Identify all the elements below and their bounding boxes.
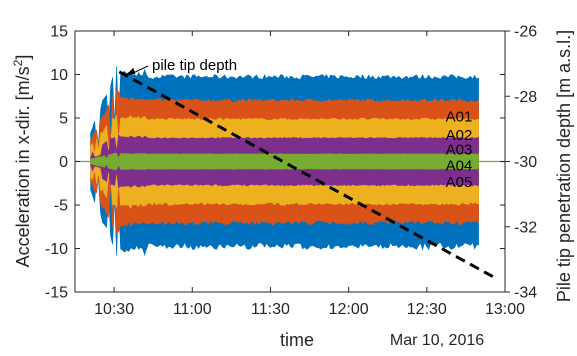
series-layer: [90, 66, 479, 256]
right-tick-label: -34: [514, 285, 537, 302]
right-axis: -26 -28 -30 -32 -34: [505, 24, 537, 302]
depth-line: [118, 70, 498, 281]
y-axis-label-right: Pile tip penetration depth [m a.s.l.]: [554, 30, 574, 302]
x-tick-label: 11:00: [173, 301, 212, 318]
right-tick-label: -28: [514, 89, 537, 106]
series-label-a02: A02: [446, 127, 473, 144]
x-tick-label: 13:00: [485, 301, 525, 318]
x-tick-label: 10:30: [94, 301, 134, 318]
annotation-arrowhead: [125, 67, 136, 76]
pile-tip-annotation: pile tip depth: [125, 57, 237, 76]
left-tick-label: -5: [54, 198, 68, 215]
left-tick-label: -15: [45, 285, 68, 302]
x-tick-label: 12:00: [329, 301, 369, 318]
x-axis: 10:30 11:00 11:30 12:00 12:30 13:00: [94, 31, 525, 318]
left-axis: 15 10 5 0 -5 -10 -15: [45, 24, 505, 302]
right-tick-label: -26: [514, 24, 537, 41]
right-tick-label: -32: [514, 219, 537, 236]
right-tick-label: -30: [514, 154, 537, 171]
date-label: Mar 10, 2016: [390, 332, 484, 349]
left-tick-label: 0: [59, 154, 68, 171]
series-label-a04: A04: [446, 157, 473, 174]
left-tick-label: 15: [50, 24, 68, 41]
x-tick-label: 11:30: [251, 301, 290, 318]
x-axis-label: time: [280, 330, 314, 350]
left-tick-label: 5: [59, 111, 68, 128]
left-tick-label: -10: [45, 241, 68, 258]
series-label-a03: A03: [446, 142, 473, 159]
left-tick-label: 10: [50, 67, 68, 84]
series-label-a05: A05: [446, 174, 473, 191]
y-axis-label-left: Acceleration in x-dir. [m/s2]: [11, 55, 33, 268]
x-tick-label: 12:30: [407, 301, 447, 318]
series-label-a01: A01: [446, 109, 473, 126]
annotation-text: pile tip depth: [152, 57, 237, 74]
